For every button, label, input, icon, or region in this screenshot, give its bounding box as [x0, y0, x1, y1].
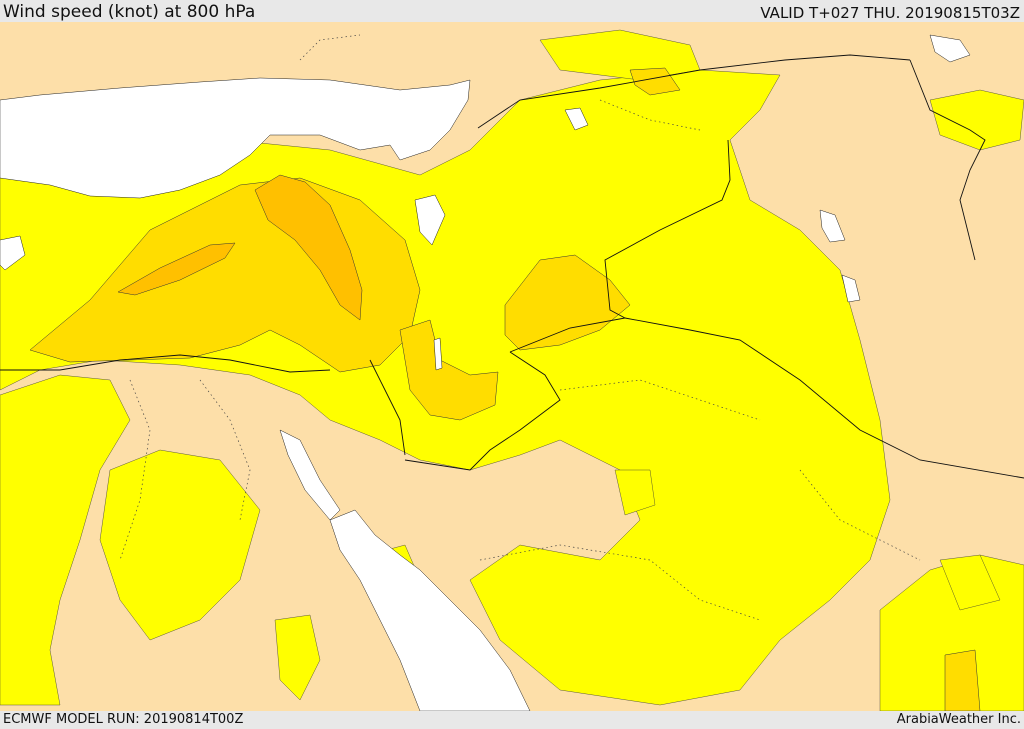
credit: ArabiaWeather Inc. [896, 712, 1021, 727]
map-header-bar: Wind speed (knot) at 800 hPa VALID T+027… [0, 0, 1024, 22]
red-sea [329, 509, 531, 712]
coast-west [0, 235, 26, 271]
map-title: Wind speed (knot) at 800 hPa [3, 2, 256, 22]
internal-boundaries [119, 34, 921, 621]
lake-tharthar [819, 209, 846, 243]
borders [0, 54, 1024, 479]
gulf-of-suez [279, 429, 341, 521]
map-footer-bar: ECMWF MODEL RUN: 20190814T00Z ArabiaWeat… [0, 711, 1024, 729]
mediterranean-sea [0, 77, 471, 199]
razzaza-lake [841, 274, 861, 303]
dead-sea [433, 337, 443, 371]
water-bodies [0, 34, 971, 712]
valid-time: VALID T+027 THU. 20190815T03Z [760, 4, 1020, 22]
levant-coast [414, 194, 446, 246]
wind-band-higher [117, 174, 363, 321]
model-run: ECMWF MODEL RUN: 20190814T00Z [3, 712, 244, 727]
lake-van [929, 34, 971, 63]
lake-assad [564, 107, 589, 131]
